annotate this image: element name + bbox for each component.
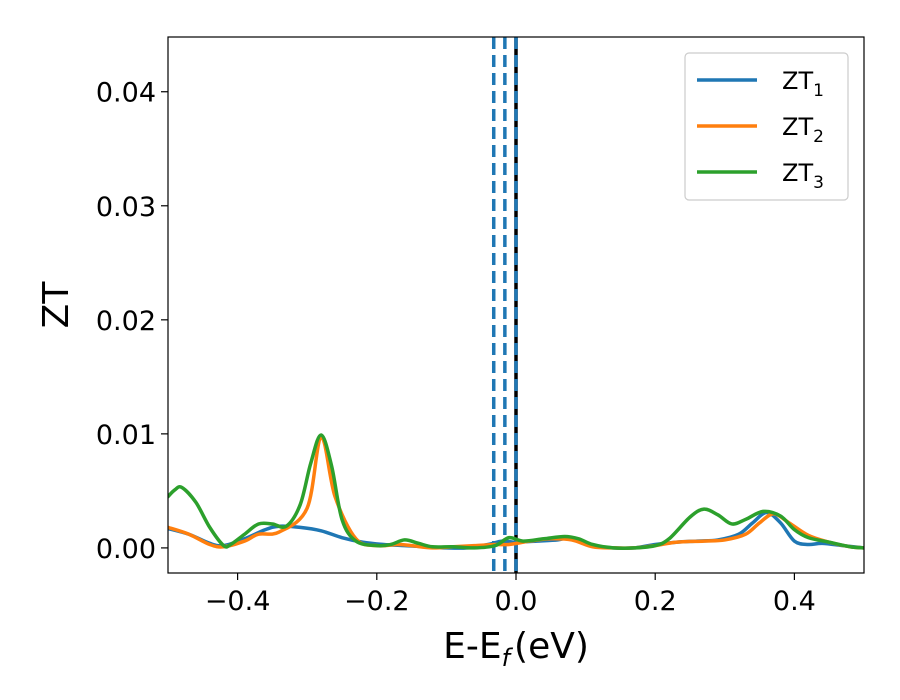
x-tick-label: −0.2: [344, 586, 410, 617]
y-tick-label: 0.01: [96, 420, 156, 451]
legend-label-zt2: ZT2: [782, 113, 824, 147]
series-line-zt2: [168, 435, 864, 550]
series-line-zt3: [168, 433, 864, 551]
y-tick-label: 0.04: [96, 78, 156, 109]
x-tick-label: 0.0: [495, 586, 538, 617]
x-axis: −0.4 −0.2 0.0 0.2 0.4: [205, 573, 816, 617]
legend-label-zt1: ZT1: [782, 67, 824, 101]
y-axis-label: ZT: [36, 281, 77, 329]
legend: ZT1 ZT2 ZT3: [684, 52, 849, 201]
x-tick-label: −0.4: [205, 586, 271, 617]
x-tick-label: 0.2: [634, 586, 677, 617]
y-tick-label: 0.02: [96, 306, 156, 337]
y-tick-label: 0.03: [96, 192, 156, 223]
x-tick-label: 0.4: [773, 586, 816, 617]
y-axis: 0.00 0.01 0.02 0.03 0.04: [96, 78, 168, 565]
legend-label-zt3: ZT3: [782, 159, 824, 193]
plot-area: [168, 37, 864, 573]
legend-box: [684, 52, 849, 201]
y-tick-label: 0.00: [96, 534, 156, 565]
x-axis-label: E-Ef (eV): [443, 626, 589, 672]
